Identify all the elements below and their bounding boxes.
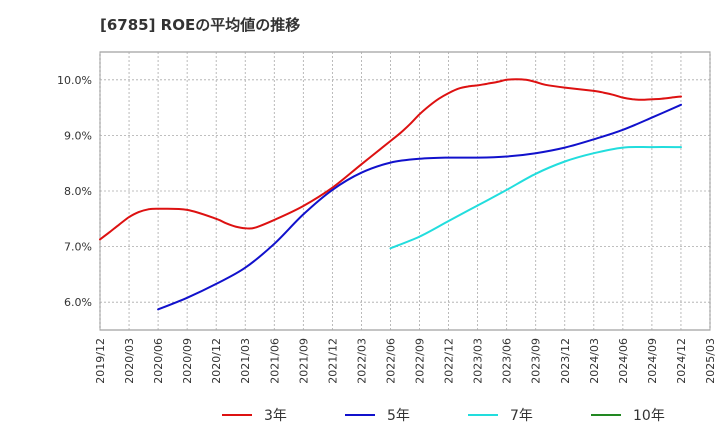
x-tick-label: 2022/09 <box>414 338 427 384</box>
x-tick-label: 2021/03 <box>239 338 252 384</box>
x-tick-label: 2021/12 <box>326 338 339 384</box>
y-tick-label: 8.0% <box>64 185 92 198</box>
x-tick-label: 2022/03 <box>355 338 368 384</box>
x-tick-label: 2024/06 <box>617 338 630 384</box>
legend-label: 3年 <box>264 408 287 424</box>
x-tick-label: 2023/06 <box>501 338 514 384</box>
legend: 3年 5年 7年 10年 <box>222 408 665 424</box>
x-tick-label: 2020/03 <box>123 338 136 384</box>
x-tick-label: 2023/09 <box>530 338 543 384</box>
legend-label: 5年 <box>387 408 410 424</box>
x-tick-label: 2024/09 <box>646 338 659 384</box>
series-line-1 <box>157 103 682 311</box>
y-tick-label: 9.0% <box>64 129 92 142</box>
x-tick-label: 2019/12 <box>94 338 107 384</box>
x-tick-label: 2020/09 <box>181 338 194 384</box>
x-tick-label: 2025/03 <box>704 338 717 384</box>
x-tick-label: 2023/12 <box>559 338 572 384</box>
y-tick-label: 10.0% <box>57 74 92 87</box>
x-tick-label: 2020/12 <box>210 338 223 384</box>
legend-label: 7年 <box>510 408 533 424</box>
x-tick-label: 2022/06 <box>384 338 397 384</box>
x-tick-label: 2020/06 <box>152 338 165 384</box>
chart-title: [6785] ROEの平均値の推移 <box>100 16 301 34</box>
grid-layer <box>99 51 711 331</box>
axis-layer: 2019/12 2020/03 2020/06 2020/09 2020/12 2021/… <box>57 74 717 384</box>
x-tick-label: 2024/12 <box>675 338 688 384</box>
legend-label: 10年 <box>633 408 665 424</box>
series-layer <box>99 78 682 311</box>
y-tick-label: 6.0% <box>64 296 92 309</box>
series-line-0 <box>99 78 682 241</box>
x-tick-label: 2022/12 <box>443 338 456 384</box>
x-tick-label: 2024/03 <box>588 338 601 384</box>
y-tick-label: 7.0% <box>64 241 92 254</box>
x-tick-label: 2021/06 <box>268 338 281 384</box>
x-tick-label: 2021/09 <box>297 338 310 384</box>
series-line-2 <box>389 146 682 250</box>
x-tick-label: 2023/03 <box>472 338 485 384</box>
